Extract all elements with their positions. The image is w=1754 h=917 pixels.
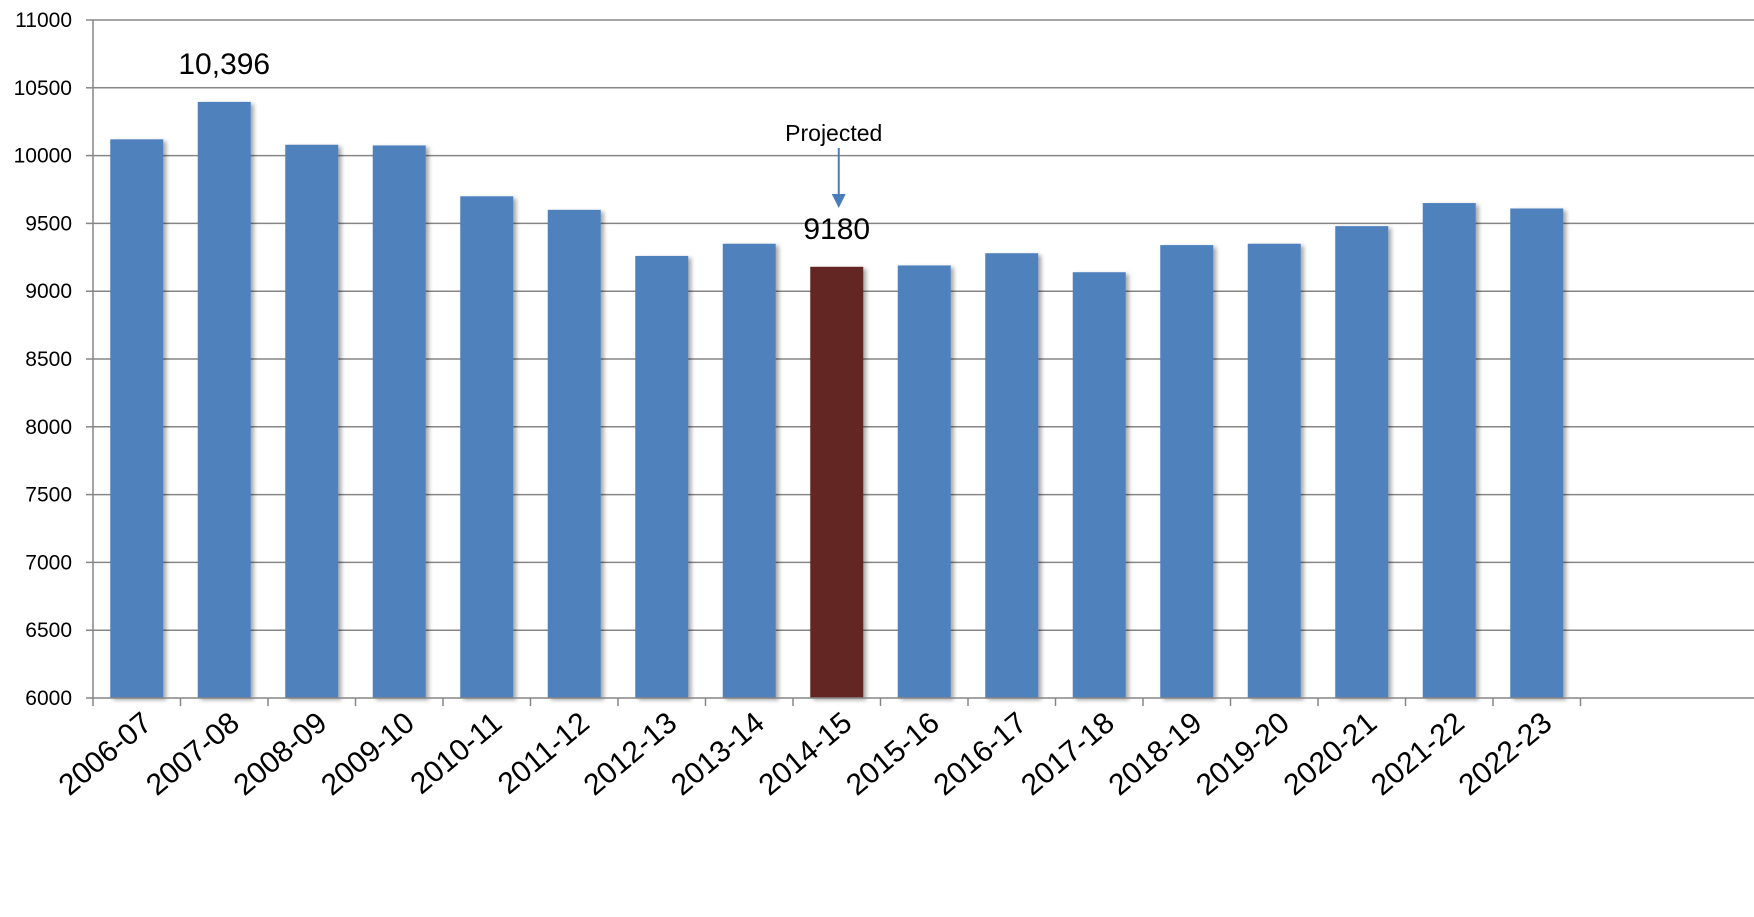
x-tick-label: 2021-22 (1365, 706, 1471, 802)
y-tick-label: 9500 (25, 212, 72, 235)
bar-2018-19 (1160, 245, 1214, 698)
bar-2007-08 (197, 101, 251, 698)
axes (86, 19, 1754, 706)
bar-2009-10 (372, 145, 426, 698)
x-tick-label: 2013-14 (665, 706, 771, 802)
annotation-arrow-head (831, 194, 846, 208)
bar-2008-09 (285, 144, 339, 698)
y-tick-label: 7000 (25, 551, 72, 574)
bar-2006-07 (110, 139, 164, 698)
data-label: 10,396 (178, 48, 270, 81)
y-tick-label: 10500 (14, 77, 72, 100)
x-tick-label: 2006-07 (53, 706, 159, 802)
x-tick-label: 2010-11 (404, 706, 508, 801)
bar-2019-20 (1247, 243, 1301, 699)
y-tick-label: 6000 (25, 687, 72, 710)
y-tick-label: 9000 (25, 280, 72, 303)
x-tick-label: 2015-16 (840, 706, 946, 802)
bars (110, 101, 1564, 699)
x-tick-label: 2018-19 (1103, 706, 1209, 802)
y-tick-label: 8500 (25, 348, 72, 371)
x-tick-label: 2011-12 (492, 706, 596, 801)
bar-2021-22 (1422, 203, 1476, 698)
x-tick-label: 2007-08 (140, 706, 246, 802)
x-tick-label: 2009-10 (315, 706, 421, 802)
y-tick-label: 6500 (25, 619, 72, 642)
x-tick-label: 2022-23 (1453, 706, 1559, 802)
data-label: 9180 (803, 213, 870, 246)
x-tick-label: 2016-17 (928, 706, 1034, 802)
y-tick-label: 10000 (14, 145, 72, 168)
annotation-label: Projected (785, 120, 882, 146)
bar-2010-11 (460, 196, 514, 698)
bar-2022-23 (1510, 208, 1564, 698)
y-tick-label: 11000 (15, 9, 72, 32)
x-tick-label: 2017-18 (1015, 706, 1121, 802)
x-tick-label: 2012-13 (578, 706, 684, 802)
bar-2011-12 (547, 209, 601, 698)
bar-2020-21 (1335, 226, 1389, 698)
bar-2013-14 (722, 243, 776, 699)
y-tick-label: 7500 (25, 484, 72, 507)
y-tick-label: 8000 (25, 416, 72, 439)
x-tick-label: 2019-20 (1190, 706, 1296, 802)
x-tick-label: 2020-21 (1278, 706, 1384, 802)
x-tick-label: 2014-15 (753, 706, 859, 802)
x-tick-label: 2008-09 (228, 706, 334, 802)
bar-2015-16 (897, 265, 951, 698)
bar-2017-18 (1072, 272, 1126, 698)
bar-2016-17 (985, 253, 1039, 698)
bar-2014-15 (810, 266, 864, 698)
bar-2012-13 (635, 255, 689, 698)
